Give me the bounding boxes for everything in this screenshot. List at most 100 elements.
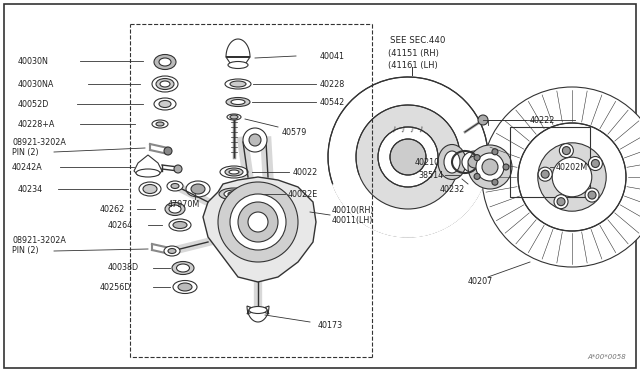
- Text: A*00*0058: A*00*0058: [588, 354, 626, 360]
- Ellipse shape: [186, 181, 210, 197]
- Circle shape: [503, 164, 509, 170]
- Text: 40022E: 40022E: [288, 189, 318, 199]
- Circle shape: [243, 128, 267, 152]
- Circle shape: [559, 144, 573, 158]
- Text: 40262: 40262: [100, 205, 125, 214]
- Circle shape: [538, 167, 552, 181]
- Circle shape: [218, 182, 298, 262]
- Ellipse shape: [462, 151, 488, 173]
- Ellipse shape: [169, 219, 191, 231]
- Text: 08921-3202A: 08921-3202A: [12, 138, 66, 147]
- Ellipse shape: [159, 58, 171, 66]
- Ellipse shape: [229, 170, 239, 174]
- Circle shape: [166, 247, 174, 255]
- Ellipse shape: [219, 188, 249, 200]
- Text: 40030NA: 40030NA: [18, 80, 54, 89]
- Polygon shape: [203, 177, 316, 282]
- Text: 40202M: 40202M: [556, 163, 588, 171]
- Text: J: J: [410, 126, 413, 132]
- Circle shape: [538, 143, 606, 211]
- Ellipse shape: [168, 248, 176, 253]
- Text: 40222: 40222: [530, 115, 556, 125]
- Circle shape: [585, 188, 599, 202]
- Circle shape: [492, 179, 498, 185]
- Text: (41161 (LH): (41161 (LH): [388, 61, 438, 70]
- Ellipse shape: [139, 182, 161, 196]
- Ellipse shape: [230, 81, 246, 87]
- Ellipse shape: [228, 192, 240, 196]
- Circle shape: [541, 170, 549, 178]
- Circle shape: [230, 194, 286, 250]
- Circle shape: [482, 159, 498, 175]
- Ellipse shape: [444, 151, 460, 173]
- Text: 40234: 40234: [18, 185, 43, 193]
- Circle shape: [554, 195, 568, 209]
- Text: 08921-3202A: 08921-3202A: [12, 235, 66, 244]
- Ellipse shape: [167, 181, 183, 191]
- Circle shape: [552, 157, 592, 197]
- Ellipse shape: [136, 169, 160, 177]
- Ellipse shape: [438, 144, 466, 180]
- Text: 40542: 40542: [320, 97, 345, 106]
- Text: J: J: [392, 126, 396, 132]
- Circle shape: [591, 160, 600, 167]
- Ellipse shape: [468, 156, 482, 168]
- Text: 40011(LH): 40011(LH): [332, 215, 373, 224]
- Polygon shape: [247, 306, 269, 322]
- Ellipse shape: [226, 97, 250, 106]
- Circle shape: [378, 127, 438, 187]
- Text: 40052D: 40052D: [18, 99, 49, 109]
- Text: 40228: 40228: [320, 80, 345, 89]
- Circle shape: [476, 153, 504, 181]
- Ellipse shape: [156, 78, 174, 90]
- Text: PIN (2): PIN (2): [12, 247, 38, 256]
- Ellipse shape: [231, 99, 245, 105]
- Ellipse shape: [160, 81, 170, 87]
- Text: 40010(RH): 40010(RH): [332, 205, 374, 215]
- Text: 38514: 38514: [418, 170, 443, 180]
- Ellipse shape: [191, 184, 205, 194]
- Text: J: J: [419, 126, 422, 132]
- Text: PIN (2): PIN (2): [12, 148, 38, 157]
- Text: 40264: 40264: [108, 221, 133, 230]
- Circle shape: [174, 165, 182, 173]
- Ellipse shape: [165, 202, 185, 215]
- Text: (41151 (RH): (41151 (RH): [388, 48, 439, 58]
- Text: 40242A: 40242A: [12, 163, 43, 171]
- Ellipse shape: [172, 262, 194, 275]
- Text: SEE SEC.440: SEE SEC.440: [390, 35, 445, 45]
- Text: 40041: 40041: [320, 51, 345, 61]
- Circle shape: [588, 191, 596, 199]
- Ellipse shape: [171, 183, 179, 189]
- Wedge shape: [333, 157, 488, 237]
- Ellipse shape: [177, 264, 189, 272]
- Ellipse shape: [230, 115, 238, 119]
- Ellipse shape: [169, 205, 181, 213]
- Ellipse shape: [152, 76, 178, 92]
- Ellipse shape: [225, 168, 243, 176]
- Ellipse shape: [224, 190, 244, 198]
- Circle shape: [328, 77, 488, 237]
- Ellipse shape: [154, 98, 176, 110]
- Text: 40022: 40022: [293, 167, 318, 176]
- Circle shape: [482, 87, 640, 267]
- Circle shape: [563, 147, 570, 155]
- Text: 40210: 40210: [415, 157, 440, 167]
- Ellipse shape: [143, 185, 157, 193]
- Polygon shape: [226, 39, 250, 63]
- Circle shape: [557, 198, 565, 206]
- Circle shape: [474, 173, 480, 179]
- Text: 40207: 40207: [468, 278, 493, 286]
- Ellipse shape: [164, 246, 180, 256]
- Circle shape: [390, 139, 426, 175]
- Circle shape: [238, 202, 278, 242]
- Text: 40232: 40232: [440, 185, 465, 193]
- Ellipse shape: [159, 100, 171, 108]
- Ellipse shape: [173, 280, 197, 294]
- Ellipse shape: [227, 114, 241, 120]
- Circle shape: [468, 145, 512, 189]
- Polygon shape: [134, 155, 162, 175]
- Ellipse shape: [249, 307, 267, 314]
- Circle shape: [478, 115, 488, 125]
- Text: 40579: 40579: [282, 128, 307, 137]
